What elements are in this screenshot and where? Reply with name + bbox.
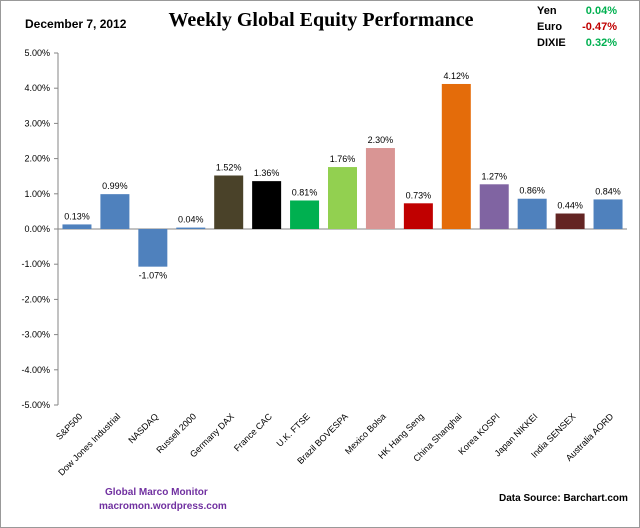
bar [252,181,282,229]
data-label: 0.04% [178,215,204,225]
date-label: December 7, 2012 [25,17,127,31]
data-label: 1.76% [330,154,356,164]
bar [517,198,547,229]
bar [328,167,357,229]
y-tick-label: 5.00% [24,48,50,58]
bar [593,199,623,229]
y-tick-label: -3.00% [21,330,50,340]
y-tick-label: -1.00% [21,259,50,269]
chart-title: Weekly Global Equity Performance [168,9,474,31]
bar [176,227,206,229]
brand-label: Global Marco Monitor [105,487,208,498]
currency-name-dixie: DIXIE [537,37,566,49]
data-label: 1.52% [216,162,242,172]
y-tick-label: 1.00% [24,189,50,199]
category-label: S&P500 [54,411,84,441]
category-label: U.K. FTSE [274,411,311,448]
data-label: 0.84% [595,186,621,196]
bar [100,194,130,229]
bar [138,229,168,267]
data-label: 1.27% [481,171,507,181]
data-source: Data Source: Barchart.com [499,493,628,504]
brand-url: macromon.wordpress.com [99,501,227,512]
data-label: -1.07% [139,271,168,281]
currency-name-yen: Yen [537,5,557,17]
data-label: 4.12% [444,71,470,81]
bar [479,184,509,229]
data-label: 0.81% [292,187,318,197]
y-tick-label: -4.00% [21,365,50,375]
bar [62,224,92,229]
y-tick-label: 0.00% [24,224,50,234]
currency-name-euro: Euro [537,21,563,33]
currency-value-yen: 0.04% [585,5,617,17]
data-label: 2.30% [368,135,394,145]
bar [365,148,395,229]
y-tick-label: 3.00% [24,118,50,128]
y-tick-label: 2.00% [24,154,50,164]
data-label: 0.86% [519,186,545,196]
data-label: 0.44% [557,201,583,211]
data-label: 0.13% [64,211,90,221]
category-label: France CAC [232,411,274,453]
data-label: 0.73% [406,190,432,200]
bar [214,175,244,229]
data-label: 0.99% [102,181,128,191]
y-tick-label: -2.00% [21,294,50,304]
bar [403,203,433,229]
bar [555,213,585,229]
bar [290,200,320,229]
currency-value-dixie: 0.32% [585,37,617,49]
y-tick-label: -5.00% [21,400,50,410]
bar [441,83,471,229]
data-label: 1.36% [254,168,280,178]
category-label: NASDAQ [126,411,160,445]
currency-value-euro: -0.47% [582,21,617,33]
y-tick-label: 4.00% [24,83,50,93]
